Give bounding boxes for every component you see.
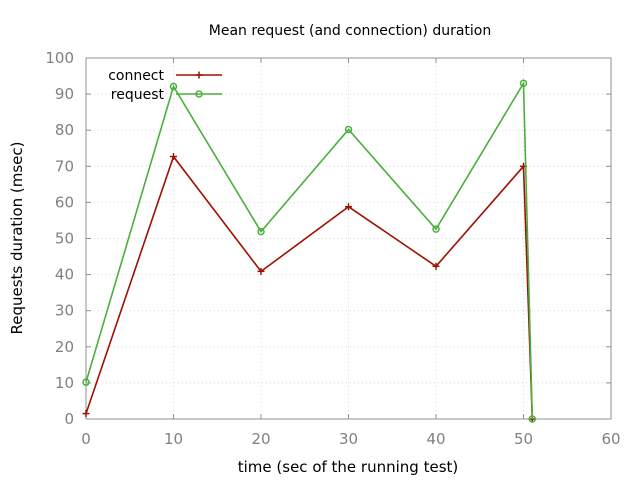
- legend-label: connect: [108, 68, 164, 84]
- data-point: [345, 203, 352, 211]
- grid: [86, 58, 611, 419]
- data-point: [519, 79, 528, 88]
- y-tick-label: 60: [55, 193, 74, 211]
- series-request: [82, 79, 536, 423]
- legend-label: request: [111, 87, 165, 103]
- y-tick-label: 80: [55, 121, 74, 139]
- data-point: [169, 82, 178, 91]
- y-tick-label: 70: [55, 157, 74, 175]
- series: [82, 79, 536, 423]
- data-point: [432, 262, 440, 270]
- y-tick-label: 10: [55, 374, 74, 392]
- x-tick-label: 40: [426, 430, 445, 448]
- y-tick-label: 40: [55, 266, 74, 284]
- x-tick-label: 30: [339, 430, 358, 448]
- data-point: [82, 378, 90, 386]
- x-tick-label: 0: [81, 430, 91, 448]
- y-tick-label: 90: [55, 85, 74, 103]
- data-point: [344, 125, 353, 134]
- series-line: [85, 80, 534, 420]
- data-point: [195, 71, 203, 79]
- x-tick-label: 60: [601, 430, 620, 448]
- y-tick-label: 0: [64, 410, 74, 428]
- x-axis-label: time (sec of the running test): [238, 458, 459, 476]
- data-point: [432, 225, 440, 233]
- x-tick-label: 20: [251, 430, 270, 448]
- chart-title: Mean request (and connection) duration: [209, 23, 491, 39]
- data-point: [195, 90, 203, 98]
- y-tick-label: 100: [45, 49, 74, 67]
- x-tick-label: 50: [514, 430, 533, 448]
- series-line: [85, 154, 534, 420]
- data-point: [82, 410, 90, 418]
- series-connect: [82, 153, 536, 423]
- data-point: [528, 415, 536, 423]
- y-axis-label: Requests duration (msec): [8, 141, 26, 334]
- data-point: [170, 153, 177, 161]
- legend-entry-connect: connect: [108, 68, 222, 84]
- data-point: [257, 227, 265, 236]
- legend-entry-request: request: [111, 87, 222, 103]
- y-tick-label: 20: [55, 338, 74, 356]
- y-tick-label: 50: [55, 230, 74, 248]
- data-point: [257, 267, 265, 275]
- axis-ticks: 0 10 20 30 40 50 60 70 80 90 100 0 10 20 30 40 50 60: [45, 49, 620, 448]
- x-tick-label: 10: [164, 430, 183, 448]
- y-tick-label: 30: [55, 302, 74, 320]
- legend: connect request: [108, 68, 222, 103]
